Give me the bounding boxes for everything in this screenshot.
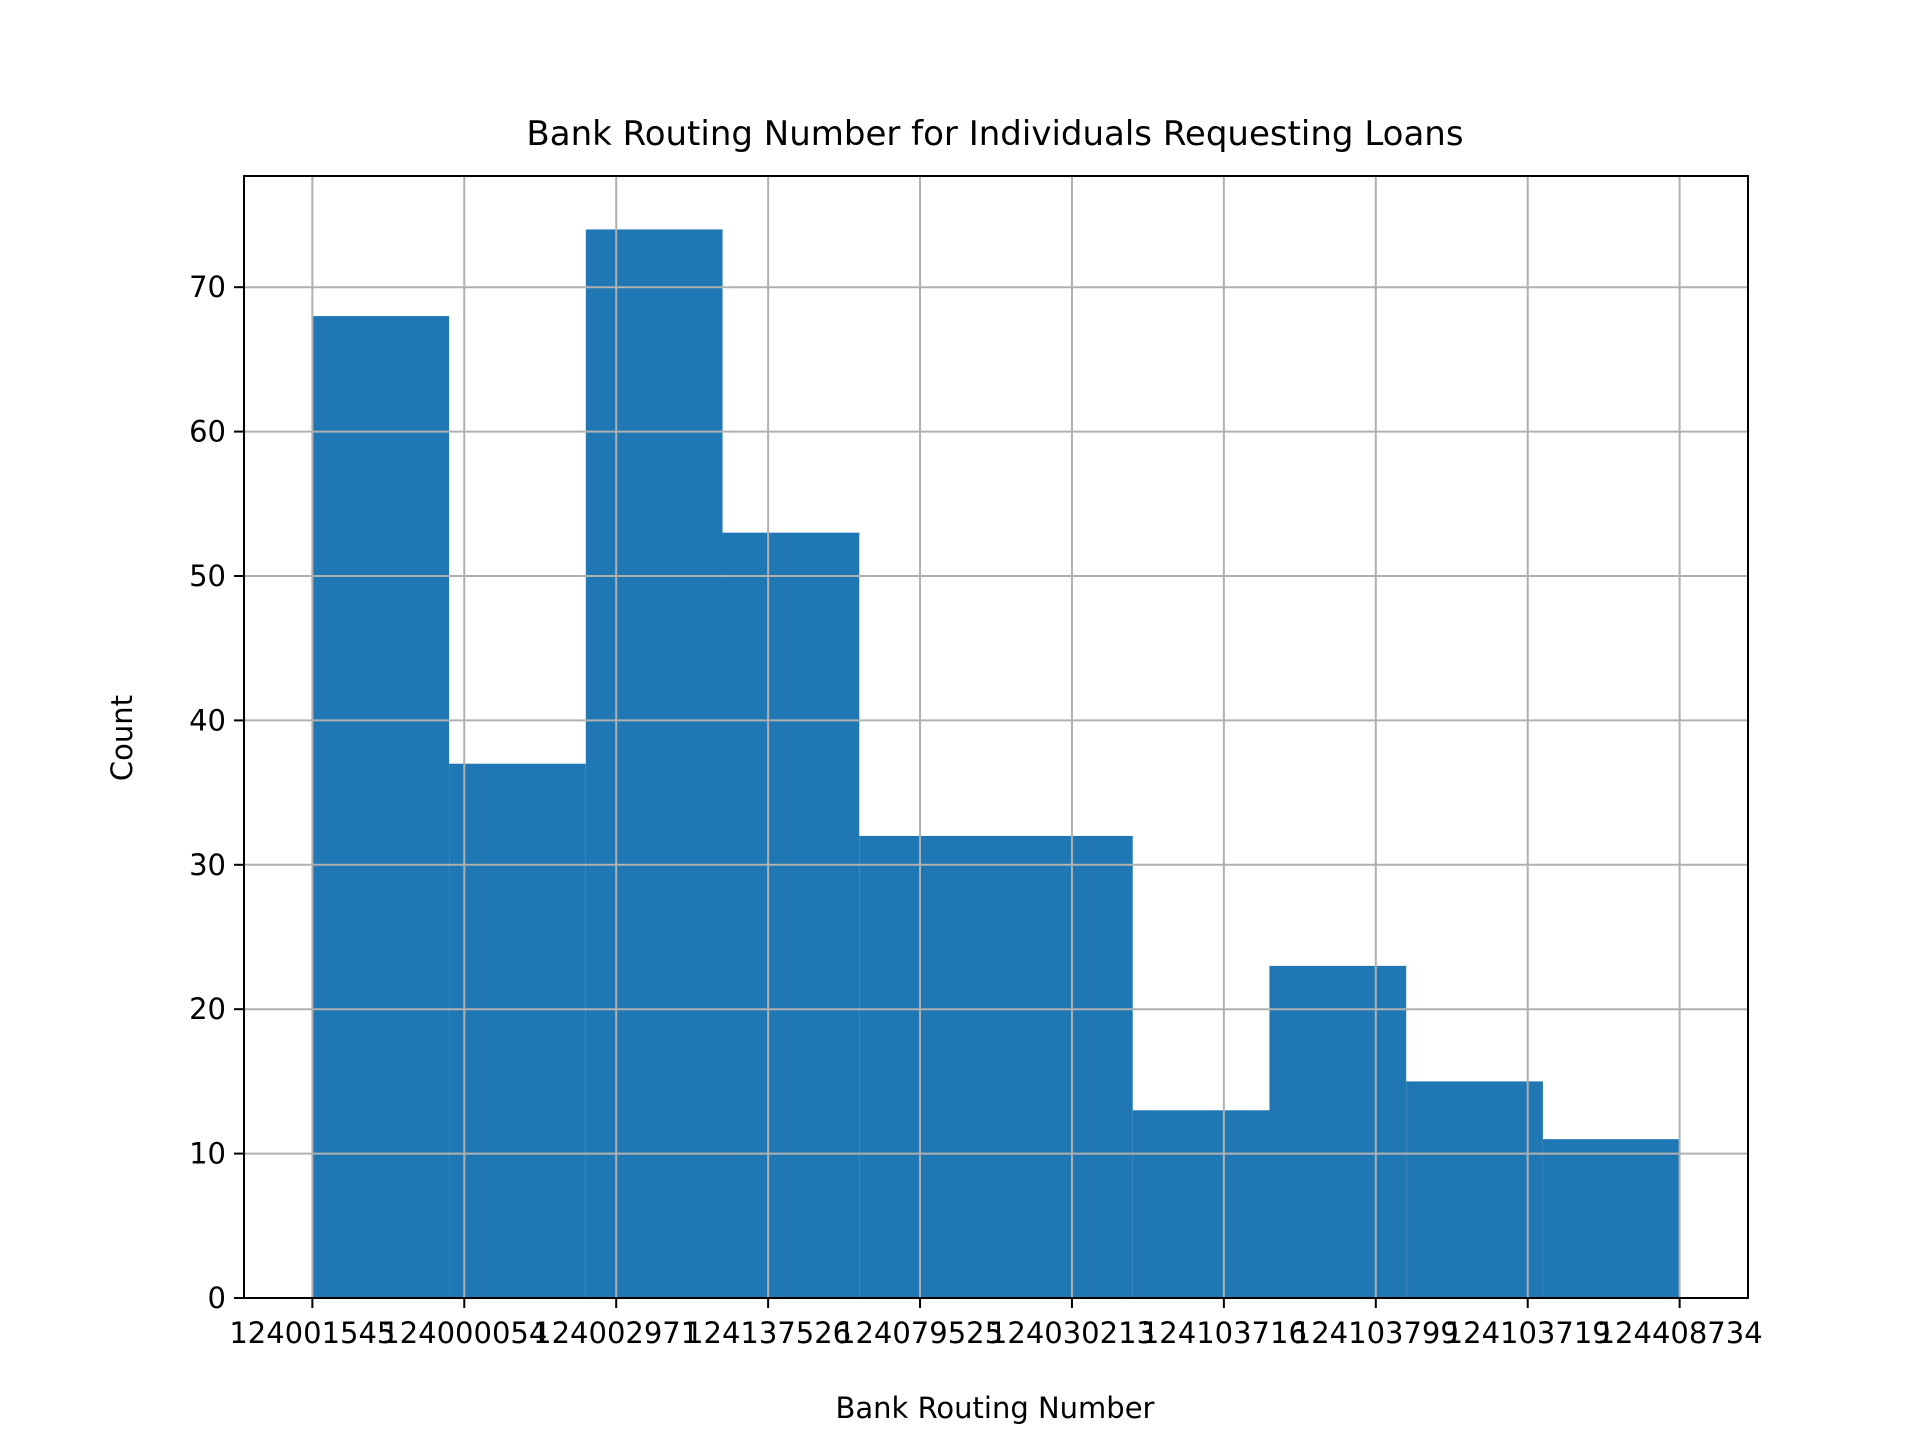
histogram-bar-0 bbox=[312, 316, 450, 1299]
x-tick-label-6: 124103716 bbox=[1141, 1316, 1307, 1350]
grid-layer bbox=[244, 176, 1748, 1299]
x-tick-label-1: 124000054 bbox=[381, 1316, 547, 1350]
histogram-bar-8 bbox=[1406, 1081, 1543, 1298]
x-tick-label-0: 124001545 bbox=[229, 1316, 395, 1350]
y-tick-label-5: 50 bbox=[189, 559, 226, 593]
histogram-bar-2 bbox=[585, 229, 723, 1298]
histogram-bar-9 bbox=[1542, 1139, 1680, 1298]
y-tick-label-2: 20 bbox=[189, 992, 226, 1026]
y-tick-label-4: 40 bbox=[189, 703, 226, 737]
histogram-bar-5 bbox=[996, 835, 1133, 1298]
plot-frame bbox=[243, 175, 1749, 1299]
histogram-bar-4 bbox=[859, 835, 996, 1298]
axes-layer bbox=[243, 175, 1749, 1299]
x-tick-label-5: 124030213 bbox=[989, 1316, 1155, 1350]
histogram-bar-1 bbox=[449, 763, 586, 1298]
y-tick-label-7: 70 bbox=[189, 270, 226, 304]
y-tick-label-0: 0 bbox=[208, 1281, 226, 1315]
x-tick-label-3: 124137526 bbox=[685, 1316, 851, 1350]
y-tick-label-3: 30 bbox=[189, 848, 226, 882]
histogram-bar-6 bbox=[1132, 1110, 1270, 1298]
x-tick-label-4: 124079525 bbox=[837, 1316, 1003, 1350]
ticks-layer: 1240015451240000541240029711241375261240… bbox=[189, 270, 1763, 1350]
histogram-bar-7 bbox=[1269, 965, 1407, 1298]
x-tick-label-2: 124002971 bbox=[533, 1316, 699, 1350]
x-tick-label-7: 124103799 bbox=[1293, 1316, 1459, 1350]
histogram-bar-3 bbox=[722, 532, 860, 1298]
x-axis-label: Bank Routing Number bbox=[836, 1391, 1155, 1425]
y-tick-label-1: 10 bbox=[189, 1137, 226, 1171]
y-axis-label: Count bbox=[105, 695, 139, 781]
chart-title: Bank Routing Number for Individuals Requ… bbox=[526, 114, 1463, 154]
x-tick-label-8: 124103719 bbox=[1445, 1316, 1611, 1350]
y-tick-label-6: 60 bbox=[189, 415, 226, 449]
bars-layer bbox=[312, 229, 1680, 1299]
x-tick-label-9: 124408734 bbox=[1597, 1316, 1763, 1350]
